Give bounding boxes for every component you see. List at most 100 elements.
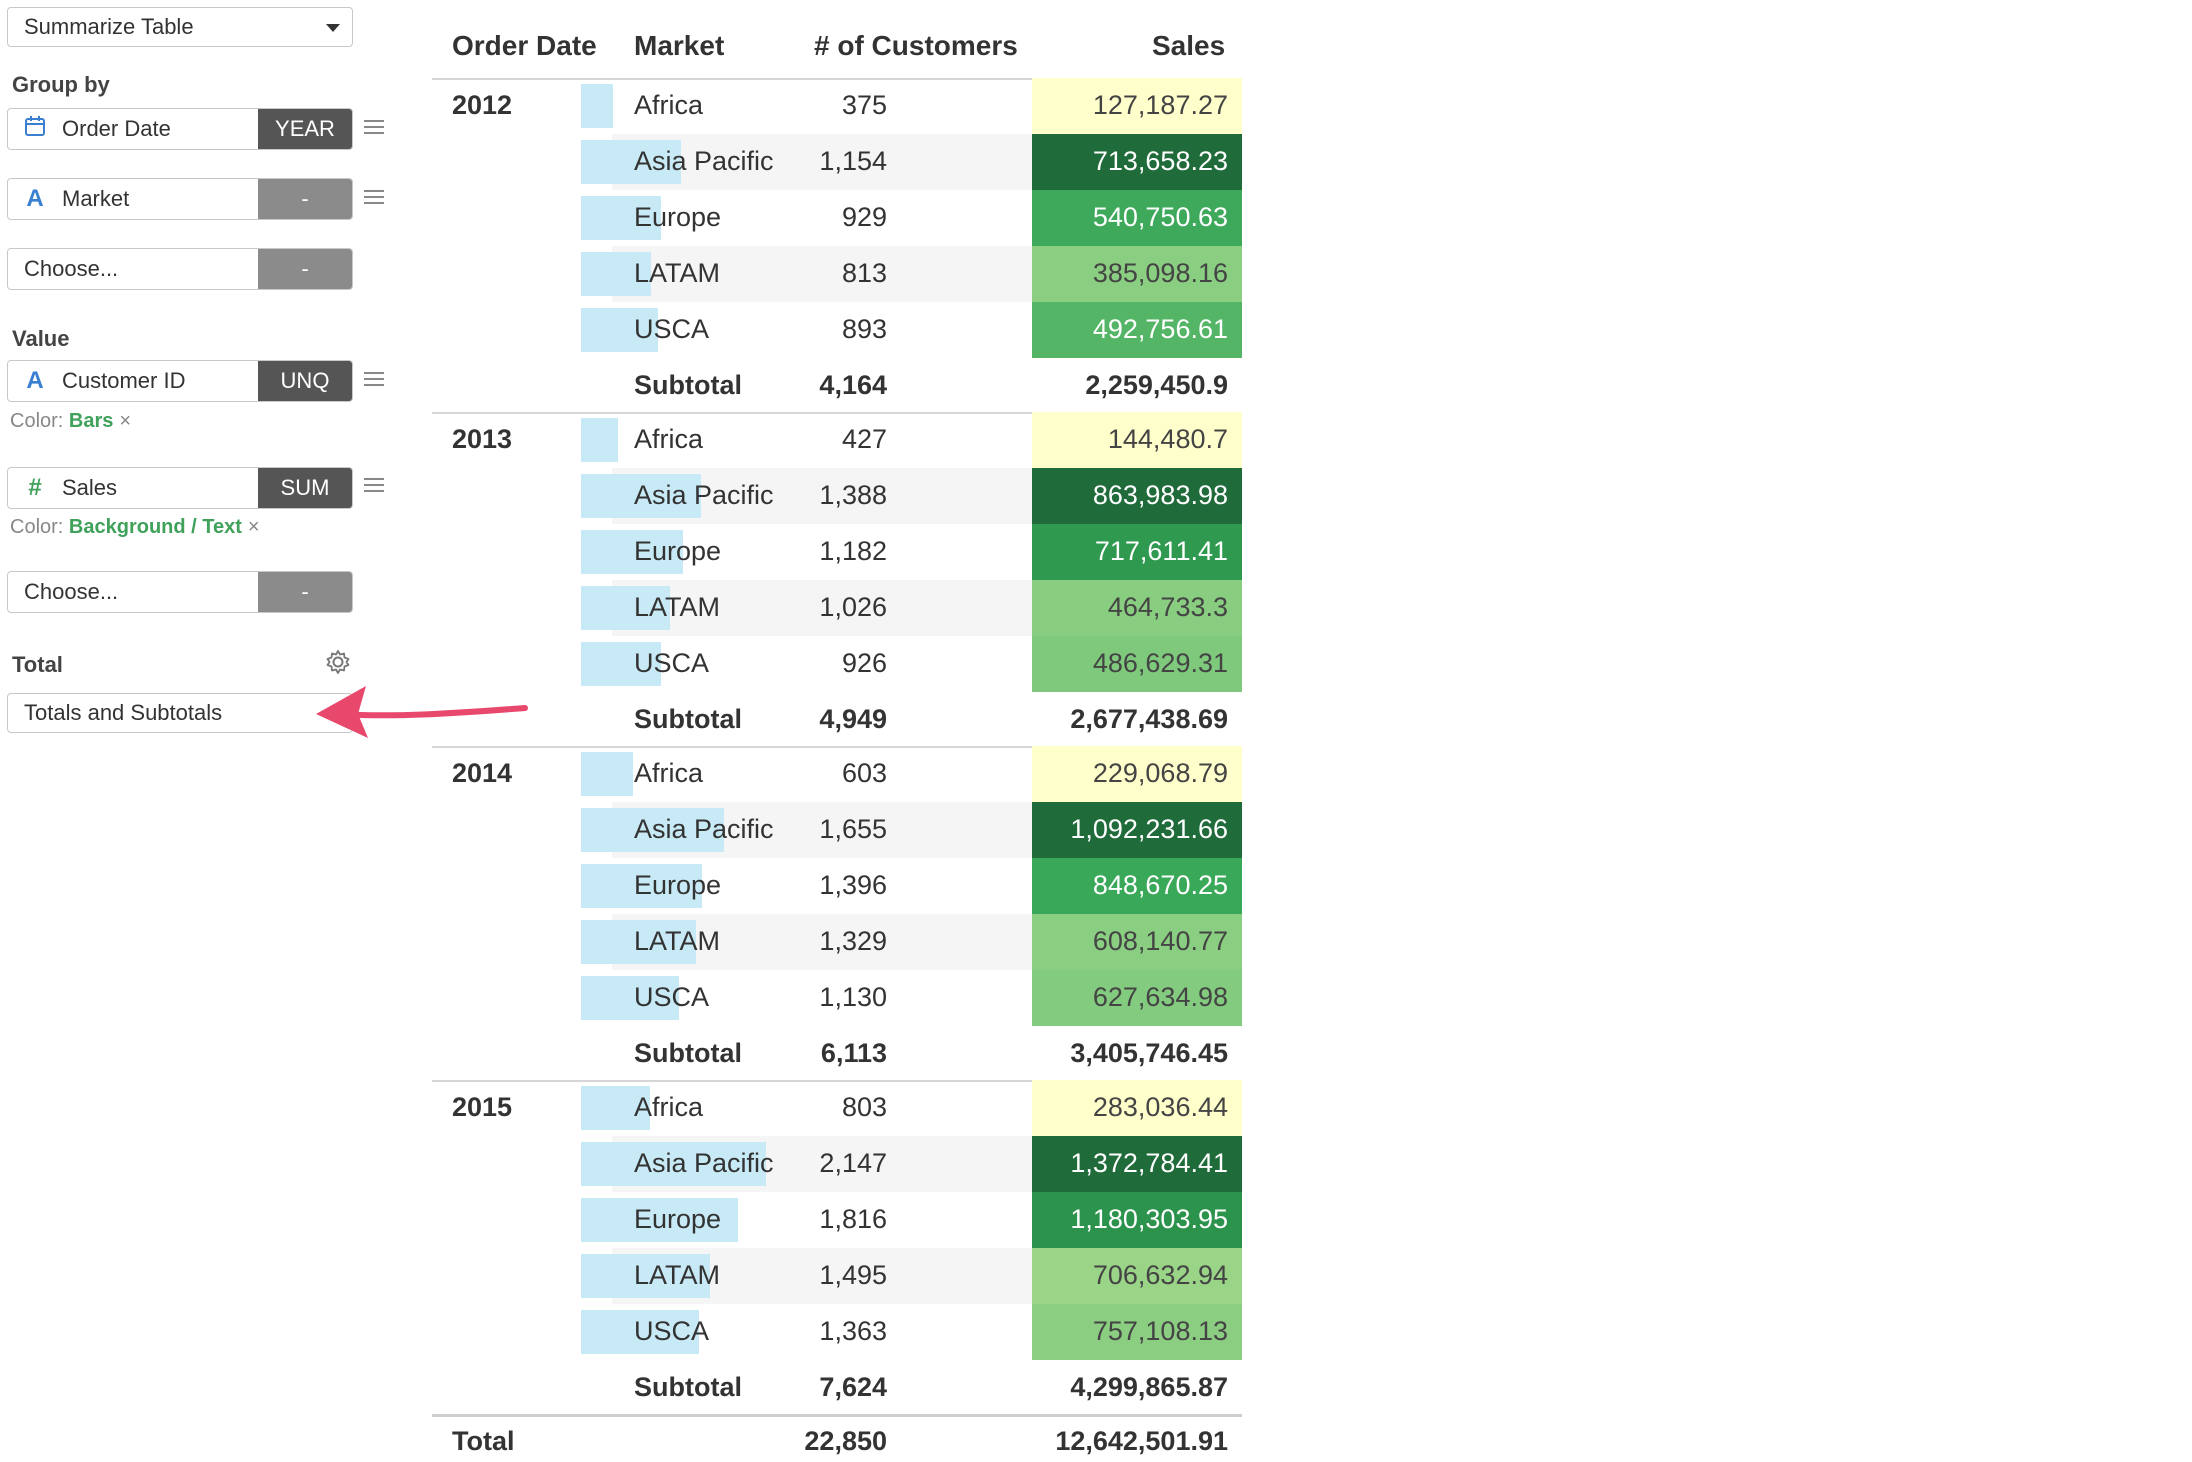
total-select-label: Totals and Subtotals — [24, 700, 223, 725]
subtotal-label: Subtotal — [634, 1038, 742, 1068]
value-field-choose[interactable]: Choose... - — [7, 571, 353, 613]
customer-count-bar — [581, 418, 618, 462]
market-cell: LATAM — [634, 926, 721, 956]
subtotal-sales: 4,299,865.87 — [1070, 1372, 1228, 1402]
sales-cell: 706,632.94 — [1092, 1260, 1228, 1290]
agg-button-sum[interactable]: SUM — [258, 468, 352, 508]
value-field-name: Customer ID — [62, 368, 186, 393]
customers-cell: 1,388 — [819, 480, 887, 510]
value-field-sales[interactable]: # Sales SUM — [7, 467, 353, 509]
value-field-name: Sales — [62, 475, 118, 500]
group-divider — [432, 1080, 1242, 1082]
sales-cell: 1,372,784.41 — [1070, 1148, 1228, 1178]
color-label: Color: — [10, 410, 64, 432]
customers-cell: 1,182 — [819, 536, 887, 566]
value-field-customer-id[interactable]: A Customer ID UNQ — [7, 360, 353, 402]
market-cell: Africa — [634, 758, 704, 788]
customers-cell: 1,329 — [819, 926, 887, 956]
number-type-icon: # — [28, 474, 42, 501]
sales-cell: 713,658.23 — [1092, 146, 1228, 176]
customers-cell: 1,495 — [819, 1260, 887, 1290]
customer-count-bar — [581, 252, 651, 296]
drag-handle-icon[interactable] — [364, 120, 384, 134]
sales-cell-background — [1032, 636, 1242, 692]
sales-cell: 1,092,231.66 — [1070, 814, 1228, 844]
color-setting-customer-id: Color: Bars × — [10, 410, 131, 433]
market-cell: LATAM — [634, 1260, 721, 1290]
agg-button-none[interactable]: - — [258, 179, 352, 219]
close-icon[interactable]: × — [119, 410, 132, 432]
sidebar: Summarize Table Group by Order Date YEAR… — [0, 0, 528, 1462]
group-divider — [432, 412, 1242, 414]
mode-select[interactable]: Summarize Table — [7, 7, 353, 47]
sales-cell-background — [1032, 468, 1242, 524]
group-field-main: A Market — [8, 179, 258, 219]
year-label: 2014 — [452, 758, 513, 788]
sales-cell: 1,180,303.95 — [1070, 1204, 1228, 1234]
color-label: Color: — [10, 516, 64, 538]
subtotal-customers: 6,113 — [820, 1038, 887, 1068]
market-cell: USCA — [634, 1316, 710, 1346]
customer-count-bar — [581, 808, 724, 852]
agg-button-unq[interactable]: UNQ — [258, 361, 352, 401]
drag-handle-icon[interactable] — [364, 190, 384, 204]
year-label: 2015 — [452, 1092, 513, 1122]
customers-cell: 1,026 — [819, 592, 887, 622]
group-divider — [432, 746, 1242, 748]
customer-count-bar — [581, 752, 633, 796]
sales-cell-background — [1032, 802, 1242, 858]
group-field-market[interactable]: A Market - — [7, 178, 353, 220]
header-market[interactable]: Market — [634, 30, 725, 61]
header-sales[interactable]: Sales — [1152, 30, 1226, 61]
agg-button-none[interactable]: - — [258, 572, 352, 612]
customer-count-bar — [581, 196, 661, 240]
market-cell: USCA — [634, 648, 710, 678]
sales-cell-background — [1032, 246, 1242, 302]
customer-count-bar — [581, 976, 679, 1020]
sales-cell-background — [1032, 302, 1242, 358]
color-value-background-text[interactable]: Background / Text — [68, 516, 242, 538]
customer-count-bar — [581, 642, 661, 686]
group-field-choose[interactable]: Choose... - — [7, 248, 353, 290]
sales-cell: 486,629.31 — [1092, 648, 1228, 678]
market-cell: USCA — [634, 982, 710, 1012]
total-sales: 12,642,501.91 — [1055, 1426, 1228, 1456]
color-value-bars[interactable]: Bars — [68, 410, 114, 432]
sales-cell: 717,611.41 — [1094, 536, 1228, 566]
customer-count-bar — [581, 140, 681, 184]
group-field-order-date[interactable]: Order Date YEAR — [7, 108, 353, 150]
customer-count-bar — [581, 474, 701, 518]
sales-cell: 608,140.77 — [1092, 926, 1228, 956]
subtotal-sales: 3,405,746.45 — [1070, 1038, 1228, 1068]
sales-cell-background — [1032, 524, 1242, 580]
subtotal-customers: 4,164 — [819, 370, 887, 400]
total-label: Total — [452, 1426, 515, 1456]
drag-handle-icon[interactable] — [364, 372, 384, 386]
close-icon[interactable]: × — [247, 516, 260, 538]
customers-cell: 603 — [841, 758, 887, 788]
customer-count-bar — [581, 864, 702, 908]
sales-cell-background — [1032, 78, 1242, 134]
group-field-placeholder: Choose... — [24, 256, 119, 281]
total-select[interactable]: Totals and Subtotals — [7, 693, 353, 733]
customer-count-bar — [581, 1142, 766, 1186]
sales-cell: 627,634.98 — [1092, 982, 1228, 1012]
market-cell: Asia Pacific — [634, 146, 774, 176]
customers-cell: 893 — [841, 314, 887, 344]
customers-cell: 803 — [841, 1092, 887, 1122]
gear-icon[interactable] — [324, 648, 352, 676]
agg-button-none[interactable]: - — [258, 249, 352, 289]
drag-handle-icon[interactable] — [364, 478, 384, 492]
customers-cell: 929 — [841, 202, 887, 232]
customers-cell: 375 — [841, 90, 887, 120]
customers-cell: 813 — [841, 258, 887, 288]
customers-cell: 1,154 — [819, 146, 887, 176]
group-field-main: Order Date — [8, 109, 258, 149]
customers-cell: 1,130 — [819, 982, 887, 1012]
agg-button-year[interactable]: YEAR — [258, 109, 352, 149]
customers-cell: 926 — [841, 648, 887, 678]
header-customers[interactable]: # of Customers — [814, 30, 1018, 61]
sales-cell-background — [1032, 1192, 1242, 1248]
string-type-icon: A — [26, 367, 44, 394]
header-order-date[interactable]: Order Date — [452, 30, 597, 61]
